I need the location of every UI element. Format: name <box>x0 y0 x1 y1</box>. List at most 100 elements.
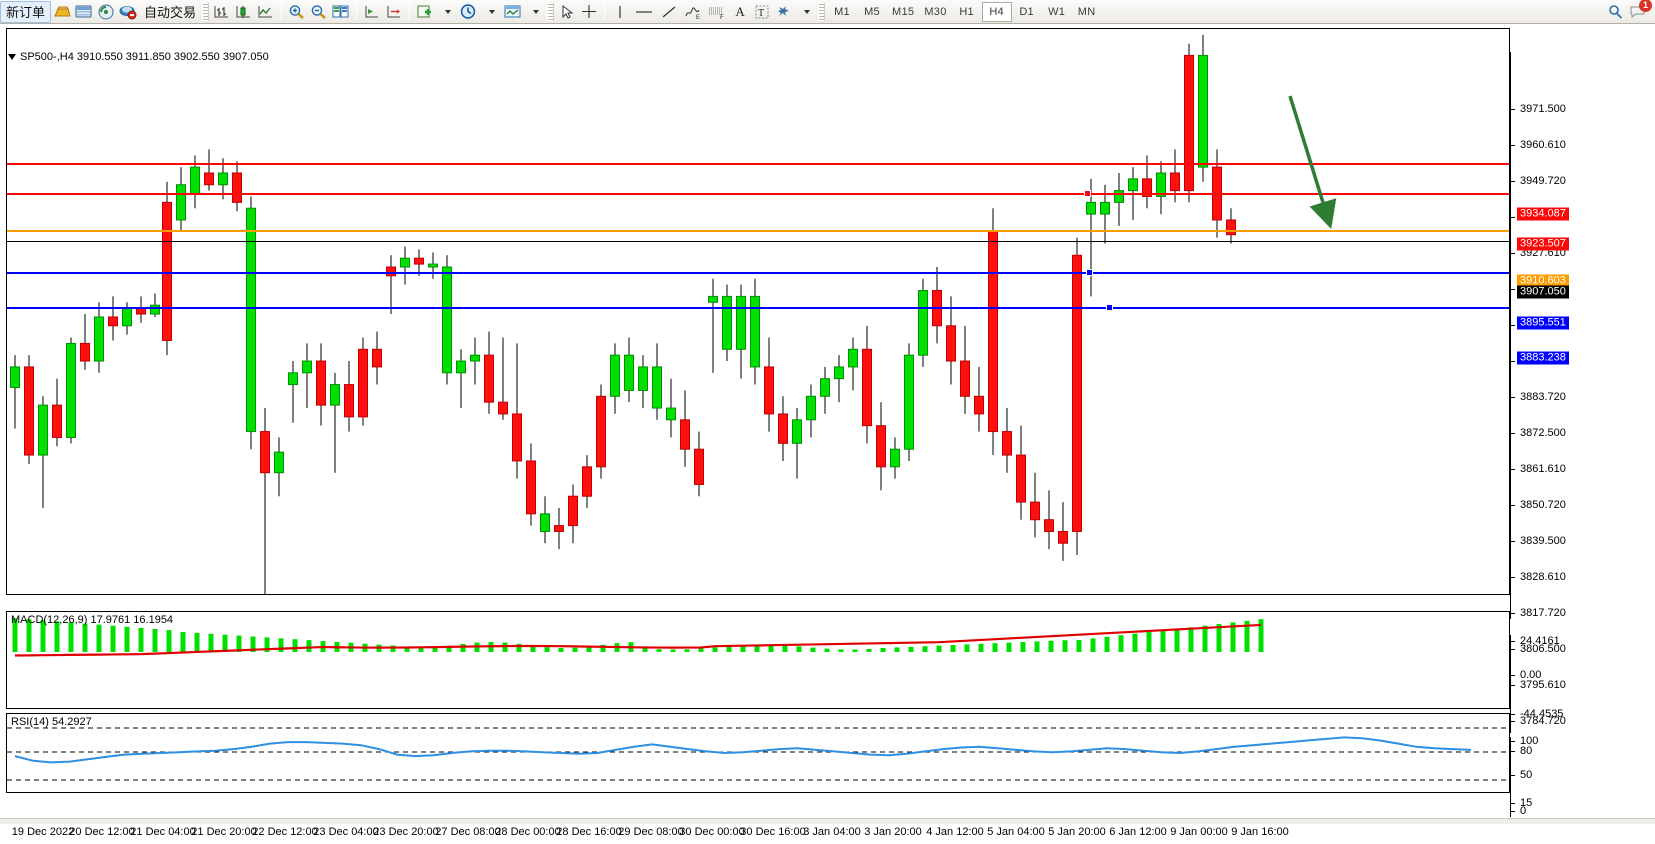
price-line-label-blue[interactable]: 3895.551 <box>1517 317 1569 330</box>
price-tick <box>1511 181 1515 182</box>
autotrading-button[interactable]: 自动交易 <box>137 1 199 23</box>
price-tick <box>1511 253 1515 254</box>
toolbar-grip-3[interactable] <box>816 3 823 21</box>
shapes-icon[interactable] <box>771 1 793 23</box>
macd-histogram-bar <box>1091 638 1096 652</box>
templates-dropdown[interactable] <box>522 1 544 23</box>
price-line-handle[interactable] <box>1086 269 1093 276</box>
price-line-blue[interactable] <box>7 272 1509 274</box>
chart-symbol-header: SP500-,H4 3910.550 3911.850 3902.550 390… <box>8 51 269 63</box>
trendline-icon[interactable] <box>655 1 679 23</box>
candlestick-chart-icon[interactable] <box>231 1 253 23</box>
macd-histogram-bar <box>643 648 648 652</box>
price-line-black[interactable] <box>7 241 1509 242</box>
timeframe-h4[interactable]: H4 <box>980 2 1010 22</box>
price-line-red[interactable] <box>7 163 1509 165</box>
horizontal-lines-overlay <box>7 29 1509 594</box>
cursor-icon[interactable] <box>554 1 576 23</box>
price-line-orange[interactable] <box>7 230 1509 232</box>
timeframe-m1[interactable]: M1 <box>825 2 855 22</box>
rsi-tick <box>1511 741 1515 742</box>
rsi-line <box>15 737 1471 762</box>
chat-icon[interactable]: 1 <box>1627 1 1649 23</box>
macd-histogram-bar <box>1077 640 1082 652</box>
zoom-out-icon[interactable] <box>306 1 328 23</box>
shift-end-icon[interactable] <box>359 1 381 23</box>
toolbar-separator-4 <box>602 2 603 21</box>
price-line-handle[interactable] <box>1106 304 1113 311</box>
price-tick-label: 3971.500 <box>1520 103 1566 115</box>
rsi-panel[interactable]: RSI(14) 54.2927 <box>6 713 1510 793</box>
time-tick-label: 5 Jan 20:00 <box>1048 826 1106 838</box>
time-tick-label: 23 Dec 20:00 <box>373 826 438 838</box>
timeframe-h1[interactable]: H1 <box>950 2 980 22</box>
rsi-axis[interactable]: 100 80 50 15 0 <box>1511 737 1655 817</box>
shapes-dropdown[interactable] <box>793 1 815 23</box>
timeframe-w1[interactable]: W1 <box>1040 2 1070 22</box>
time-tick-label: 22 Dec 12:00 <box>252 826 317 838</box>
collapse-triangle-icon[interactable] <box>8 54 16 60</box>
chart-area[interactable]: SP500-,H4 3910.550 3911.850 3902.550 390… <box>0 24 1655 824</box>
price-line-handle[interactable] <box>1084 190 1091 197</box>
toolbar-grip[interactable] <box>200 3 207 21</box>
macd-histogram-bar <box>1203 626 1208 652</box>
gold-bar-icon[interactable] <box>49 1 71 23</box>
price-line-label-red[interactable]: 3934.087 <box>1517 208 1569 221</box>
autotrading-icon[interactable] <box>115 1 137 23</box>
horizontal-line-icon[interactable] <box>629 1 655 23</box>
price-axis[interactable]: 3971.5003960.6103949.7203938.5003927.610… <box>1511 52 1655 619</box>
zoom-in-icon[interactable] <box>284 1 306 23</box>
macd-axis[interactable]: 24.4161 0.00 -44.4535 <box>1511 635 1655 733</box>
timeframe-m15[interactable]: M15 <box>885 2 917 22</box>
macd-histogram-bar <box>853 649 858 652</box>
add-indicator-icon[interactable] <box>412 1 434 23</box>
macd-label: MACD(12,26,9) 17.9761 16.1954 <box>11 614 173 626</box>
search-icon[interactable] <box>1605 1 1627 23</box>
period-dropdown[interactable] <box>478 1 500 23</box>
elliott-wave-icon[interactable]: E <box>679 1 703 23</box>
text-label-icon[interactable]: T <box>749 1 771 23</box>
text-icon[interactable]: A <box>727 1 749 23</box>
chart-shift-icon[interactable] <box>381 1 403 23</box>
timeframe-m30[interactable]: M30 <box>917 2 949 22</box>
macd-histogram-bar <box>839 649 844 652</box>
rsi-axis-line <box>1510 737 1511 817</box>
macd-histogram-bar <box>1021 642 1026 652</box>
add-indicator-dropdown[interactable] <box>434 1 456 23</box>
bar-chart-icon[interactable] <box>209 1 231 23</box>
macd-panel[interactable]: MACD(12,26,9) 17.9761 16.1954 <box>6 611 1510 709</box>
macd-histogram-bar <box>1105 637 1110 652</box>
timeframe-d1[interactable]: D1 <box>1010 2 1040 22</box>
macd-histogram-bar <box>1189 627 1194 652</box>
macd-histogram-bar <box>209 634 214 652</box>
new-order-button[interactable]: 新订单 <box>0 1 49 23</box>
crosshair-icon[interactable] <box>576 1 598 23</box>
macd-histogram-bar <box>167 630 172 652</box>
macd-histogram-bar <box>1147 632 1152 652</box>
signals-icon[interactable] <box>93 1 115 23</box>
timeframe-mn[interactable]: MN <box>1070 2 1100 22</box>
macd-histogram-bar <box>685 649 690 652</box>
price-panel[interactable] <box>6 28 1510 595</box>
macd-histogram-bar <box>573 648 578 652</box>
period-clock-icon[interactable] <box>456 1 478 23</box>
macd-histogram-bar <box>293 639 298 652</box>
line-chart-icon[interactable] <box>253 1 275 23</box>
toolbar-grip-2[interactable] <box>545 3 552 21</box>
price-line-blue[interactable] <box>7 307 1509 309</box>
terminal-icon[interactable] <box>71 1 93 23</box>
price-tick-label: 3850.720 <box>1520 499 1566 511</box>
price-line-label-blue[interactable]: 3883.238 <box>1517 352 1569 365</box>
price-line-label-black[interactable]: 3907.050 <box>1517 286 1569 299</box>
price-line-label-red[interactable]: 3923.507 <box>1517 238 1569 251</box>
fibonacci-icon[interactable]: F <box>703 1 727 23</box>
vertical-line-icon[interactable] <box>607 1 629 23</box>
timeframe-m5[interactable]: M5 <box>855 2 885 22</box>
templates-icon[interactable] <box>500 1 522 23</box>
autotrading-label: 自动交易 <box>139 2 197 21</box>
price-line-red[interactable] <box>7 193 1509 195</box>
chat-badge: 1 <box>1639 0 1652 12</box>
price-axis-line <box>1510 52 1511 619</box>
tile-windows-icon[interactable] <box>328 1 350 23</box>
macd-histogram-bar <box>965 644 970 652</box>
